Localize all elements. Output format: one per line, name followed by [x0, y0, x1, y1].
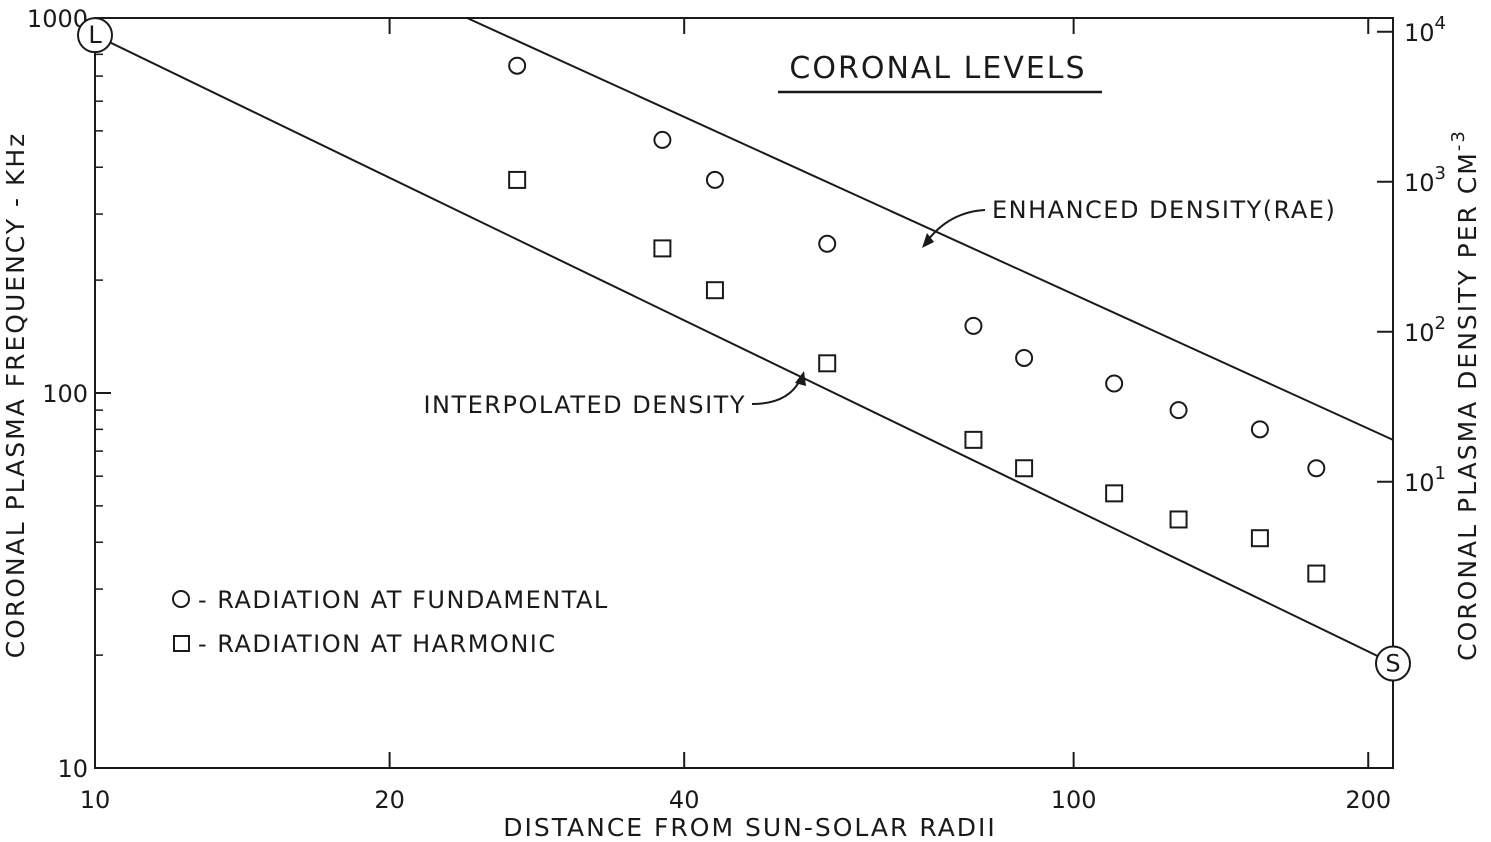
fundamental-point [964, 316, 983, 335]
end-label-circle [1375, 645, 1411, 682]
y2-tick-exponent: 3 [1435, 163, 1446, 184]
enhanced-density-line [466, 17, 1394, 441]
annotation-interpolated-arrow [751, 379, 801, 405]
chart-title: CORONAL LEVELS [789, 51, 1086, 86]
fundamental-point [1015, 348, 1034, 367]
harmonic-point [964, 430, 983, 449]
legend-circle-icon [172, 590, 190, 608]
harmonic-point [1250, 529, 1269, 548]
harmonic-point [1307, 564, 1326, 583]
harmonic-point [653, 239, 672, 258]
annotation-enhanced-arrowhead [922, 233, 934, 248]
end-label-text: S [1385, 649, 1400, 677]
harmonic-point [1015, 459, 1034, 478]
fundamental-point [1105, 374, 1124, 393]
harmonic-point [818, 354, 837, 373]
y2-tick-label: 104 [1404, 13, 1446, 47]
annotation-interpolated-arrowhead [795, 371, 806, 386]
fundamental-point [653, 130, 672, 149]
fundamental-point [705, 170, 724, 189]
x-tick-label: 40 [669, 786, 700, 814]
y2-tick-label: 102 [1404, 313, 1446, 347]
harmonic-point [705, 281, 724, 300]
y-tick-label: 1000 [27, 5, 88, 33]
end-label-text: L [88, 21, 102, 49]
annotation-enhanced-arrow [927, 209, 986, 241]
annotation-enhanced-density: ENHANCED DENSITY(RAE) [992, 196, 1336, 224]
harmonic-point [508, 170, 527, 189]
fundamental-point [508, 56, 527, 75]
interpolated-density-line [94, 34, 1394, 665]
y2-tick-label: 103 [1404, 163, 1446, 197]
y2-tick-base: 10 [1404, 19, 1435, 47]
x-tick-label: 200 [1345, 786, 1391, 814]
y2-tick-base: 10 [1404, 319, 1435, 347]
legend-harmonic-label: - RADIATION AT HARMONIC [198, 630, 557, 658]
data-points [508, 56, 1326, 583]
x-tick-label: 20 [374, 786, 405, 814]
y-axis-title: CORONAL PLASMA FREQUENCY - KHz [1, 132, 30, 659]
x-tick-label: 100 [1051, 786, 1097, 814]
fundamental-point [1169, 401, 1188, 420]
legend-fundamental-label: - RADIATION AT FUNDAMENTAL [198, 586, 609, 614]
y2-axis-title: CORONAL PLASMA DENSITY PER CM-3 [1448, 129, 1482, 661]
fundamental-point [818, 234, 837, 253]
y2-tick-exponent: 1 [1435, 463, 1446, 484]
fundamental-point [1250, 420, 1269, 439]
density-lines [94, 17, 1394, 665]
x-axis-title: DISTANCE FROM SUN-SOLAR RADII [503, 813, 997, 842]
fundamental-point [1307, 459, 1326, 478]
end-label-circle [77, 17, 113, 54]
y2-axis-title-text: CORONAL PLASMA DENSITY PER CM [1453, 151, 1482, 661]
legend: - RADIATION AT FUNDAMENTAL - RADIATION A… [172, 586, 609, 658]
y-tick-label: 10 [57, 755, 88, 783]
y2-tick-base: 10 [1404, 469, 1435, 497]
legend-square-icon [173, 635, 190, 652]
x-tick-label: 10 [80, 786, 111, 814]
end-labels: LS [77, 17, 1411, 682]
harmonic-point [1105, 484, 1124, 503]
annotation-interpolated-density: INTERPOLATED DENSITY [423, 391, 746, 419]
y2-axis-title-exponent: -3 [1448, 129, 1469, 151]
y-tick-label: 100 [42, 380, 88, 408]
y2-tick-exponent: 4 [1435, 13, 1446, 34]
harmonic-point [1169, 510, 1188, 529]
y2-tick-exponent: 2 [1435, 313, 1446, 334]
y2-tick-label: 101 [1404, 463, 1446, 497]
y2-tick-base: 10 [1404, 169, 1435, 197]
